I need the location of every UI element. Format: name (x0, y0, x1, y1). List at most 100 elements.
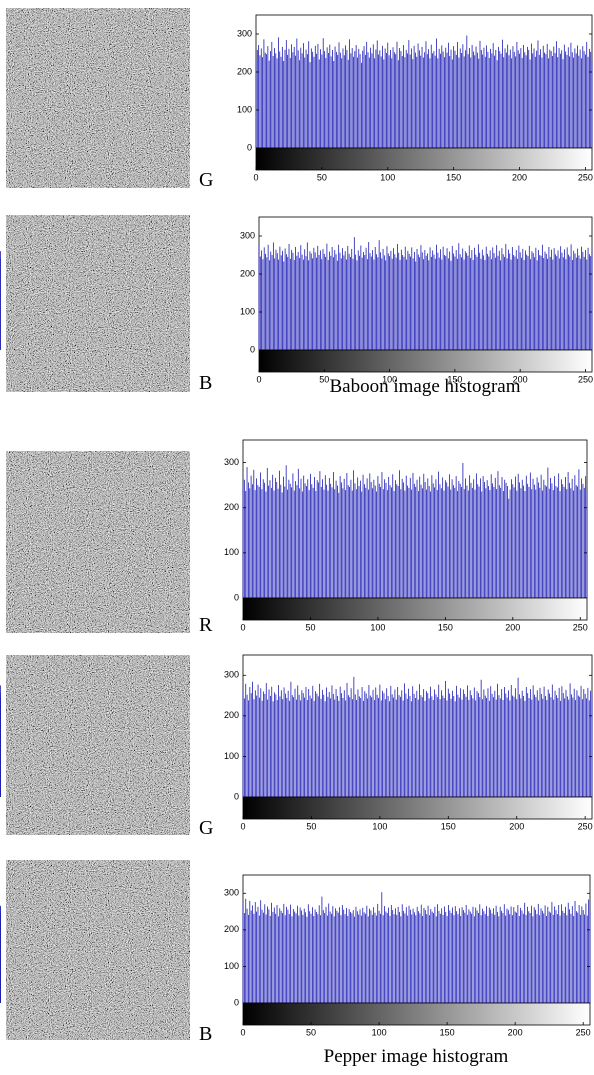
bar (258, 486, 260, 598)
bar (432, 700, 434, 797)
bar (380, 252, 381, 350)
bar (557, 698, 559, 797)
bar (253, 699, 255, 797)
bar (397, 906, 399, 1003)
bar (416, 479, 418, 598)
bar (524, 700, 526, 797)
bar (457, 491, 458, 598)
bar (283, 903, 285, 1003)
bar (364, 255, 366, 350)
bar (302, 914, 304, 1003)
bar (487, 915, 489, 1003)
bar (390, 49, 391, 148)
bar (331, 487, 333, 598)
bar (507, 910, 509, 1003)
bar (537, 903, 539, 1003)
bar (454, 906, 456, 1003)
bar (547, 258, 548, 350)
bar (311, 484, 313, 598)
x-tick-label: 250 (573, 622, 588, 632)
bar (382, 489, 384, 598)
encrypted-image (6, 451, 190, 633)
bar (337, 54, 339, 148)
bar (322, 910, 324, 1003)
bar (384, 906, 385, 1003)
bar (545, 54, 547, 148)
bar (397, 243, 398, 350)
bar (427, 253, 428, 350)
bar (328, 903, 330, 1003)
bar (313, 700, 315, 797)
bar (412, 258, 414, 350)
bar (342, 48, 344, 148)
bar (461, 699, 463, 797)
bar (445, 256, 447, 350)
bar (440, 488, 442, 598)
bar (364, 54, 366, 148)
bar (411, 48, 412, 148)
bar (581, 58, 582, 148)
bar (514, 911, 516, 1003)
x-tick-label: 250 (578, 821, 593, 831)
y-tick-label: 300 (224, 670, 239, 680)
bar (514, 688, 516, 797)
bar (343, 255, 345, 350)
bar (407, 485, 408, 598)
bar (294, 688, 296, 797)
bar (312, 907, 313, 1003)
bar (335, 480, 337, 598)
bar (551, 902, 553, 1003)
bar (331, 913, 332, 1003)
bar (467, 54, 469, 148)
bar (295, 481, 297, 598)
plot-area (242, 654, 593, 798)
bar (359, 54, 361, 148)
bar (326, 915, 328, 1003)
bar (354, 51, 356, 148)
bar (453, 915, 455, 1003)
bar (553, 248, 555, 350)
bar (475, 46, 477, 148)
bar (334, 250, 336, 350)
y-tick-label: 100 (224, 547, 239, 557)
bar (438, 257, 440, 350)
bar (253, 913, 255, 1003)
x-tick-label: 50 (306, 821, 316, 831)
y-tick-label: 100 (237, 104, 252, 114)
bar (510, 906, 512, 1003)
bar (464, 251, 466, 350)
bar (319, 250, 321, 350)
bar (382, 690, 383, 797)
bar (446, 700, 448, 797)
bar (378, 698, 379, 797)
bar (554, 476, 556, 598)
bar (483, 911, 485, 1003)
bar (430, 686, 431, 797)
bar (395, 480, 396, 598)
bar (548, 58, 549, 148)
bar (545, 695, 546, 797)
bar (263, 39, 265, 148)
bar (546, 700, 548, 797)
bar (517, 50, 519, 149)
bar (521, 257, 522, 350)
bar (318, 255, 320, 350)
bar (439, 484, 441, 598)
bar (295, 913, 297, 1003)
bar (275, 53, 277, 148)
bar (583, 256, 585, 350)
bar (509, 253, 511, 350)
bar (276, 700, 278, 797)
bar (436, 38, 437, 149)
bar (444, 255, 445, 350)
bar (256, 49, 258, 148)
bar (274, 477, 276, 598)
caption: Baboon image histogram (329, 376, 520, 397)
bar (491, 693, 493, 797)
bar (492, 483, 493, 598)
bar (301, 910, 302, 1003)
bar (357, 477, 359, 598)
bar (519, 252, 521, 350)
bar (486, 480, 488, 598)
bar (327, 490, 329, 598)
